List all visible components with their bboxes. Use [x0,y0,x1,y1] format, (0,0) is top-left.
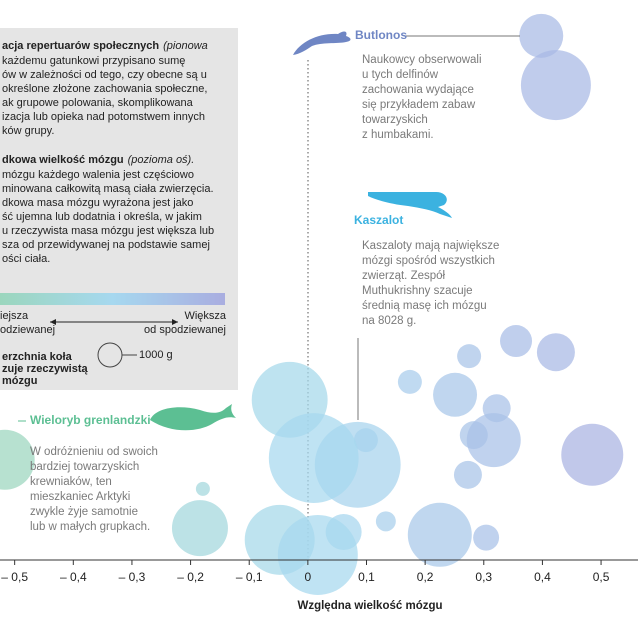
heading: dkowa wielkość mózgu [2,154,124,166]
size-heading: mózgu [2,375,37,387]
legend-text: izacja lub opieka nad potomstwem innych [2,111,205,123]
annotation-text: u tych delfinów [362,69,439,81]
annotation-text: towarzyskich [362,114,428,126]
annotation-text: zwierząt. Zespół [362,270,446,282]
legend-text: ości ciała. [2,253,50,265]
bubble [536,333,575,372]
color-scale [0,293,225,305]
x-tick-label: – 0,2 [177,570,204,584]
legend-text: ak grupowe polowania, skomplikowana [2,97,194,109]
legend-text: ów w zależności od tego, czy obecne są u [2,69,207,81]
bubble [520,50,591,121]
bubble [500,325,533,358]
legend-text: minowana całkowitą masą ciała zwierzęcia… [2,183,214,195]
legend-text: sza od przewidywanej na podstawie samej [2,239,210,251]
legend-text: mózgu każdego walenia jest częściowo [2,169,194,181]
size-label: 1000 g [139,349,173,361]
annotation-text: zachowania wydające [362,84,474,96]
scale-label: Większa [184,310,226,322]
x-tick-label: – 0,4 [60,570,87,584]
bubble [433,372,478,417]
x-tick-label: 0,3 [475,570,492,584]
bubble [561,423,624,486]
annotation-text: z humbakami. [362,129,434,141]
size-heading: zuje rzeczywistą [2,363,88,375]
legend-text: u rzeczywista masa mózgu jest większa lu… [2,225,214,237]
annotation-title: Kaszalot [354,213,403,227]
annotation-text: mieszkaniec Arktyki [30,491,130,503]
bubble [397,369,422,394]
x-tick-label: 0,1 [358,570,375,584]
annotation-text: krewniaków, ten [30,476,112,488]
legend-text: ść ujemna lub dodatnia i określa, w jaki… [2,211,202,223]
annotation-title: Wieloryb grenlandzki [30,413,151,427]
annotation-text: lub w małych grupkach. [30,521,150,533]
heading: acja repertuarów społecznych [2,40,159,52]
bubble [407,502,472,567]
annotation-text: zwykle żyje samotnie [30,506,138,518]
annotation-text: W odróżnieniu od swoich [30,446,158,458]
bubble [375,511,396,532]
legend-panel [0,28,238,390]
x-tick-label: 0,5 [593,570,610,584]
scale-label: od spodziewanej [144,324,226,336]
legend-text: każdemu gatunkowi przypisano sumę [2,55,185,67]
size-heading: erzchnia koła [2,351,73,363]
legend-text: określone złożone zachowania społeczne, [2,83,207,95]
legend-heading: acja repertuarów społecznych (pionowa [2,40,208,52]
annotation-text: mózgi spośród wszystkich [362,255,495,267]
bubble [453,460,482,489]
legend-text: ków grupy. [2,125,54,137]
annotation-text: średnią masę ich mózgu [362,300,487,312]
legend-heading: dkowa wielkość mózgu (pozioma oś). [2,154,194,166]
bubble [473,524,500,551]
note: (pionowa [163,40,208,52]
bubble [277,514,358,595]
annotation-text: na 8028 g. [362,315,416,327]
x-tick-label: – 0,5 [1,570,28,584]
x-tick-label: 0 [305,570,312,584]
bubbles [0,13,624,595]
annotation-text: się przykładem zabaw [362,99,476,111]
bubble [195,481,210,496]
scale-label: iejsza [0,310,29,322]
x-tick-label: – 0,3 [119,570,146,584]
legend-text: dkowa masa mózgu wyrażona jest jako [2,197,193,209]
x-axis-label: Względna wielkość mózgu [297,600,442,612]
annotation-text: Muthukrishny szacuje [362,285,473,297]
scale-label: odziewanej [0,324,55,336]
annotation-text: Naukowcy obserwowali [362,54,482,66]
bowhead-icon [150,404,236,431]
bubble [268,413,359,503]
note: (pozioma oś). [128,154,195,166]
dolphin-icon [293,31,351,55]
x-tick-label: – 0,1 [236,570,263,584]
bubble [171,500,228,557]
x-tick-label: 0,2 [417,570,434,584]
annotation-text: bardziej towarzyskich [30,461,139,473]
sperm-whale-icon [368,192,452,218]
bubble [457,344,482,369]
bubble [466,413,521,468]
annotation-title: Butlonos [355,28,407,42]
bubble [0,429,35,490]
bubble [519,13,564,58]
x-tick-label: 0,4 [534,570,551,584]
annotation-text: Kaszaloty mają największe [362,240,499,252]
